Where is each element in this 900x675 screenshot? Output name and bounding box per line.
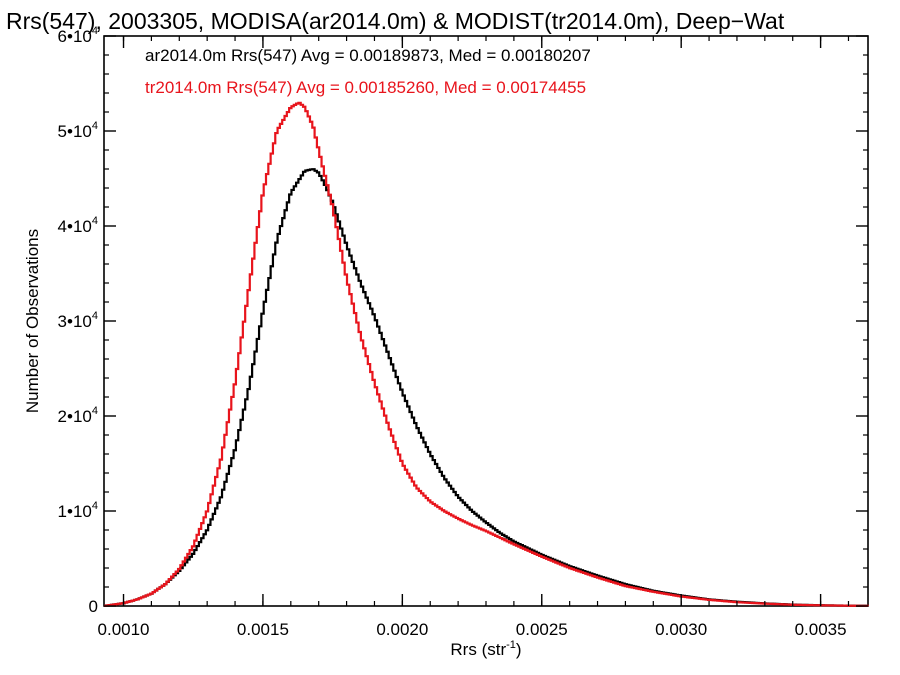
y-tick-label: 6•104 xyxy=(58,25,98,46)
x-tick-label: 0.0010 xyxy=(98,620,150,639)
y-tick-label: 4•104 xyxy=(58,215,98,236)
x-tick-label: 0.0020 xyxy=(376,620,428,639)
x-tick-label: 0.0025 xyxy=(516,620,568,639)
y-tick-label: 2•104 xyxy=(58,405,98,426)
x-tick-label: 0.0015 xyxy=(237,620,289,639)
annotation-ar2014: ar2014.0m Rrs(547) Avg = 0.00189873, Med… xyxy=(145,46,591,65)
x-axis-ticks: 0.0010 0.0015 0.0020 0.0025 0.0030 0.0035 xyxy=(98,36,850,639)
plot-area: 0.0010 0.0015 0.0020 0.0025 0.0030 0.0035 0 1•… xyxy=(58,25,869,639)
y-axis-ticks: 0 1•104 2•104 3•104 4•104 5•104 6•104 xyxy=(58,25,868,616)
y-tick-label: 1•104 xyxy=(58,500,98,521)
y-tick-label: 5•104 xyxy=(58,120,98,141)
chart-title: Rrs(547), 2003305, MODISA(ar2014.0m) & M… xyxy=(6,8,785,34)
y-tick-label: 3•104 xyxy=(58,310,98,331)
x-axis-label: Rrs (str-1) xyxy=(450,639,521,659)
histogram-series-2 xyxy=(104,101,869,607)
y-tick-label: 0 xyxy=(89,597,98,616)
histogram-series-1 xyxy=(104,168,869,607)
annotation-tr2014: tr2014.0m Rrs(547) Avg = 0.00185260, Med… xyxy=(145,78,586,97)
y-axis-label: Number of Observations xyxy=(23,229,42,413)
x-tick-label: 0.0030 xyxy=(655,620,707,639)
x-tick-label: 0.0035 xyxy=(795,620,847,639)
series-layer xyxy=(104,101,869,607)
